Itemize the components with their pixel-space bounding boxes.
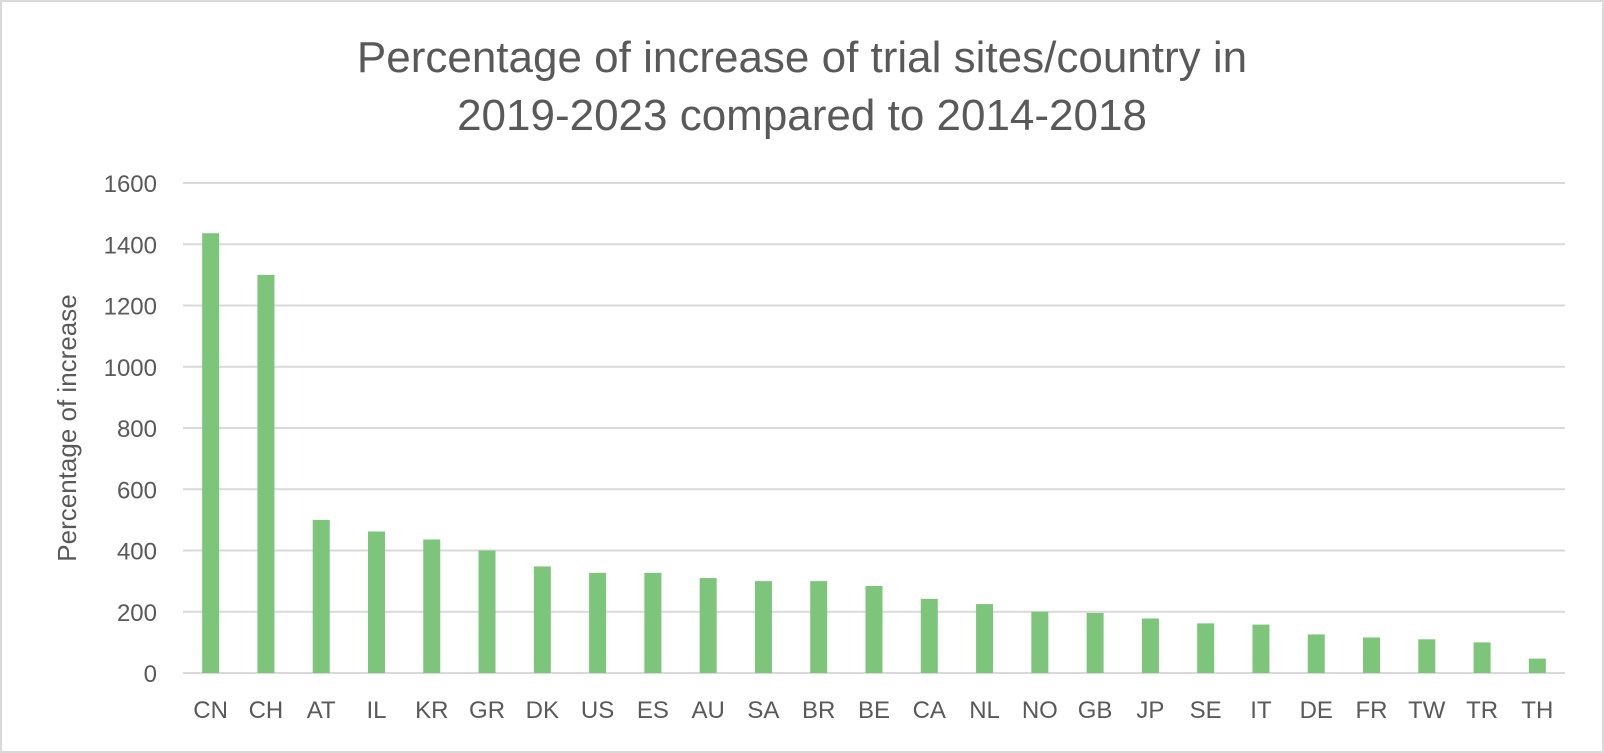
bar-at: [312, 519, 330, 673]
x-tick-label: DK: [526, 697, 559, 724]
bar-gb: [1086, 612, 1104, 673]
bar-ch: [257, 274, 275, 673]
x-tick-label: GB: [1078, 697, 1113, 724]
chart-title-line-2: 2019-2023 compared to 2014-2018: [457, 91, 1147, 140]
x-tick-label: GR: [469, 697, 505, 724]
bar-se: [1197, 623, 1215, 673]
bar-be: [865, 586, 883, 673]
x-tick-label: SA: [747, 697, 779, 724]
y-tick-label: 1600: [104, 171, 157, 198]
bar-tr: [1473, 642, 1491, 673]
x-tick-label: US: [581, 697, 614, 724]
x-tick-label: IT: [1250, 697, 1272, 724]
x-tick-label: TW: [1408, 697, 1446, 724]
bar-th: [1528, 658, 1546, 673]
x-tick-label: CN: [193, 697, 228, 724]
y-tick-label: 0: [144, 661, 157, 688]
bar-cn: [202, 233, 220, 673]
bar-sa: [754, 581, 772, 673]
x-tick-label: NO: [1022, 697, 1058, 724]
y-tick-label: 1200: [104, 294, 157, 321]
x-tick-label: ES: [637, 697, 669, 724]
bar-us: [589, 572, 607, 673]
x-tick-label: TR: [1466, 697, 1498, 724]
y-tick-label: 400: [117, 539, 157, 566]
bar-gr: [478, 550, 496, 673]
bar-no: [1031, 611, 1049, 673]
x-tick-label: AT: [307, 697, 336, 724]
x-tick-label: BR: [802, 697, 835, 724]
bar-de: [1307, 634, 1325, 673]
x-tick-label: JP: [1136, 697, 1164, 724]
y-tick-label: 600: [117, 477, 157, 504]
bar-br: [810, 581, 828, 673]
bar-dk: [533, 566, 551, 673]
y-axis-label: Percentage of increase: [52, 294, 82, 561]
bar-es: [644, 572, 662, 673]
x-tick-label: CA: [913, 697, 946, 724]
x-tick-label: AU: [691, 697, 724, 724]
x-tick-label: TH: [1521, 697, 1553, 724]
y-tick-label: 1000: [104, 355, 157, 382]
x-tick-label: BE: [858, 697, 890, 724]
x-tick-label: DE: [1300, 697, 1333, 724]
x-tick-label: IL: [366, 697, 386, 724]
x-tick-label: SE: [1190, 697, 1222, 724]
bar-tw: [1418, 639, 1436, 673]
x-tick-label: CH: [249, 697, 284, 724]
bar-fr: [1363, 637, 1381, 673]
bar-jp: [1141, 618, 1159, 673]
bar-it: [1252, 624, 1270, 673]
bar-ca: [920, 598, 938, 673]
bar-kr: [423, 539, 441, 673]
y-tick-label: 200: [117, 600, 157, 627]
chart-title-line-1: Percentage of increase of trial sites/co…: [357, 33, 1247, 82]
bar-il: [367, 531, 385, 673]
x-tick-label: FR: [1356, 697, 1388, 724]
bar-nl: [976, 604, 994, 673]
x-tick-label: KR: [415, 697, 448, 724]
bar-au: [699, 578, 717, 673]
x-tick-label: NL: [969, 697, 1000, 724]
y-tick-label: 1400: [104, 232, 157, 259]
y-tick-label: 800: [117, 416, 157, 443]
